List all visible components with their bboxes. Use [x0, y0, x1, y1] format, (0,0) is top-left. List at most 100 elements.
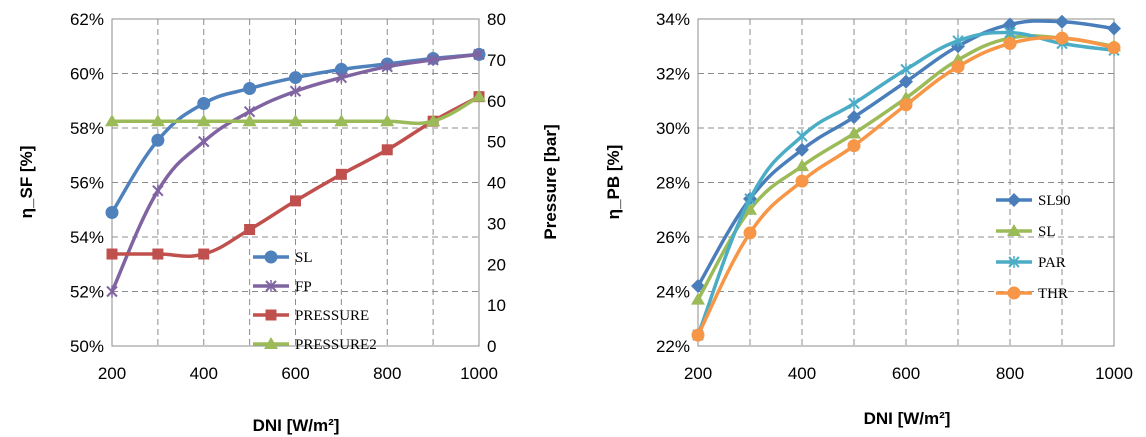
right-chart-legend-entry: SL90	[1038, 193, 1071, 209]
right-chart-data-point	[743, 226, 757, 240]
left-chart-y2-tick-label: 20	[487, 255, 506, 274]
right-chart-series-thr	[691, 31, 1121, 342]
left-chart-series-fp	[106, 48, 485, 298]
left-chart-legend: SL FP PRESSURE PRESSURE2	[253, 250, 377, 353]
chart-left: η_SF [%] Pressure [bar] DNI [W/m²] 50% 52…	[17, 10, 560, 435]
left-chart-data-point	[427, 53, 439, 66]
left-chart-data-point	[334, 114, 349, 127]
right-chart-data-point	[847, 126, 861, 139]
left-chart-data-point	[290, 195, 301, 207]
left-chart-y2-tick-label: 50	[487, 133, 506, 152]
left-chart-data-point	[197, 96, 211, 110]
right-chart-data-point	[899, 98, 913, 112]
left-chart-y2-tick-label: 60	[487, 92, 506, 111]
left-chart-data-point	[242, 114, 257, 127]
right-chart-data-point	[847, 139, 861, 153]
left-chart-y-tick-label: 60%	[70, 65, 104, 84]
left-chart-y-tick-label: 58%	[70, 119, 104, 138]
left-chart-data-point	[198, 135, 210, 148]
right-chart-data-point	[951, 60, 965, 74]
right-chart-data-point	[1055, 14, 1069, 29]
right-chart-data-point	[900, 63, 912, 76]
left-chart-x-tick-label: 200	[98, 364, 126, 383]
left-chart-x-axis-title: DNI [W/m²]	[253, 416, 340, 435]
left-chart-data-point	[152, 248, 164, 260]
right-chart-plot-frame	[697, 18, 1115, 347]
left-chart-data-point	[244, 224, 256, 236]
left-chart-y-tick-label: 62%	[70, 10, 104, 29]
right-chart-y-tick-label: 32%	[656, 65, 690, 84]
left-chart-legend-marker	[264, 337, 278, 349]
left-chart-legend-entry: PRESSURE	[295, 308, 369, 324]
right-chart-y-tick-label: 24%	[656, 283, 690, 302]
left-chart-y-tick-label: 54%	[70, 228, 104, 247]
right-chart-legend-marker	[1008, 256, 1020, 268]
left-chart-data-point	[196, 114, 211, 127]
chart-right: η_PB [%] DNI [W/m²] 22% 24% 26% 28% 30% 32% 34…	[604, 10, 1133, 428]
right-chart-legend-entry: PAR	[1038, 255, 1066, 271]
left-chart-x-tick-label: 1000	[460, 364, 498, 383]
left-chart-y2-tick-label: 70	[487, 51, 506, 70]
left-chart-y2-tick-label: 30	[487, 214, 506, 233]
left-chart-data-point	[473, 48, 485, 61]
left-chart-data-point	[381, 144, 393, 156]
left-chart-data-point	[335, 168, 347, 180]
right-chart-y-tick-label: 34%	[656, 10, 690, 29]
left-chart-data-point	[335, 71, 348, 84]
right-chart-data-point	[1107, 41, 1121, 55]
right-chart-legend: SL90 SL PAR THR	[996, 193, 1071, 302]
left-chart-y-axis-title: η_SF [%]	[17, 146, 36, 219]
left-chart-data-point	[380, 114, 395, 127]
right-chart-legend-entry: THR	[1038, 286, 1068, 302]
left-chart-legend-entry: PRESSURE2	[295, 337, 377, 353]
right-chart-y-tick-label: 28%	[656, 174, 690, 193]
right-chart-data-point	[795, 174, 809, 188]
left-chart-x-tick-label: 400	[190, 364, 218, 383]
left-chart-plot-frame	[111, 18, 480, 347]
right-chart-data-point	[899, 74, 913, 89]
right-chart-data-point	[1003, 37, 1017, 51]
right-chart-data-point	[1004, 26, 1016, 39]
left-chart-data-point	[198, 248, 210, 260]
right-chart-data-point	[847, 110, 861, 125]
left-chart-legend-entry: SL	[295, 250, 313, 266]
right-chart-data-point	[691, 328, 705, 342]
right-chart-data-point	[796, 130, 808, 143]
left-chart-data-point	[105, 114, 119, 127]
left-chart-data-point	[152, 184, 164, 197]
left-chart-legend-marker	[264, 250, 278, 264]
left-chart-data-point	[243, 81, 257, 95]
right-chart-data-point	[795, 142, 809, 157]
right-chart-y-tick-label: 26%	[656, 228, 690, 247]
right-chart-data-point	[795, 159, 809, 172]
right-chart-data-point	[1107, 21, 1121, 36]
left-chart-y2-tick-label: 40	[487, 174, 506, 193]
right-chart-y-tick-label: 30%	[656, 119, 690, 138]
right-chart-data-point	[1055, 31, 1069, 45]
right-chart-x-axis-title: DNI [W/m²]	[864, 409, 951, 428]
right-chart-data-point	[743, 202, 757, 215]
left-chart-data-point	[150, 114, 165, 127]
left-chart-data-point	[106, 285, 118, 298]
left-chart-data-point	[151, 133, 165, 147]
right-chart-legend-marker	[1007, 224, 1021, 236]
right-chart-data-point	[952, 34, 964, 47]
right-chart-x-tick-label: 600	[892, 364, 920, 383]
left-chart-y2-tick-label: 80	[487, 10, 506, 29]
left-chart-y-tick-label: 52%	[70, 283, 104, 302]
left-chart-y2-tick-label: 10	[487, 296, 506, 315]
left-chart-legend-marker	[265, 280, 277, 292]
left-chart-data-point	[426, 114, 441, 127]
left-chart-x-tick-label: 800	[373, 364, 401, 383]
left-chart-y-tick-label: 50%	[70, 337, 104, 356]
left-chart-y-tick-label: 56%	[70, 174, 104, 193]
right-chart-x-tick-label: 400	[788, 364, 816, 383]
right-chart-x-tick-label: 800	[996, 364, 1024, 383]
right-chart-x-tick-label: 200	[684, 364, 712, 383]
right-chart-data-point	[691, 292, 705, 305]
left-chart-y2-axis-title: Pressure [bar]	[541, 124, 560, 239]
left-chart-x-tick-label: 600	[281, 364, 309, 383]
right-chart-data-point	[691, 279, 705, 294]
right-chart-data-point	[744, 192, 756, 205]
